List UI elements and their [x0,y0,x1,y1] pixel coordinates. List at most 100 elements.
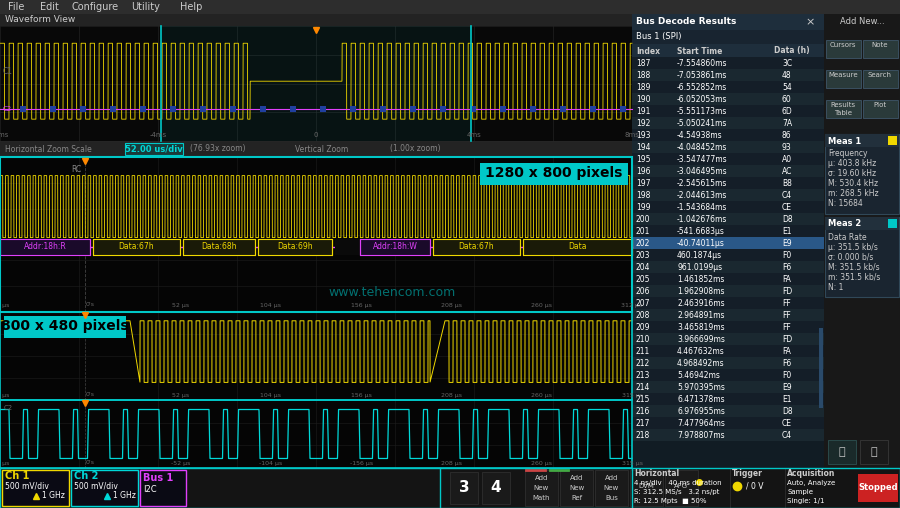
Text: -5.050241ms: -5.050241ms [677,118,727,128]
Bar [632,14,824,30]
Text: Ch 1: Ch 1 [5,471,30,481]
Text: Horizontal: Horizontal [634,468,680,478]
Bar [632,201,824,213]
Bar [632,285,824,297]
Text: ×: × [806,17,814,27]
Text: AC: AC [782,167,792,175]
Text: 191: 191 [636,107,651,115]
Text: Index: Index [636,47,660,55]
Bar [632,141,824,153]
Bar [0,468,900,508]
Text: 212: 212 [636,359,650,367]
Text: Frequency: Frequency [828,149,868,158]
Text: 210: 210 [636,334,651,343]
Bar [525,470,558,506]
Text: -4ms: -4ms [149,132,166,138]
Bar [826,70,861,88]
Text: 192: 192 [636,118,651,128]
Bar [410,106,416,112]
Text: 86: 86 [782,131,792,140]
Text: F6: F6 [782,359,791,367]
Text: 0: 0 [314,132,319,138]
Text: 156 μs: 156 μs [351,393,372,397]
Bar [828,440,856,464]
Text: 1280 x 800 pixels: 1280 x 800 pixels [485,166,623,180]
Bar [632,30,824,44]
Text: 500 mV/div: 500 mV/div [5,482,49,491]
Text: Add: Add [535,475,548,481]
Bar [632,213,824,225]
Text: -7.053861ms: -7.053861ms [677,71,727,79]
Bar [258,239,332,255]
Text: New: New [604,485,619,491]
Text: -104 μs: -104 μs [259,460,283,465]
Bar [632,237,824,249]
Text: Meas 2: Meas 2 [828,219,861,229]
Bar [0,14,632,26]
Bar [632,225,824,237]
Text: Add: Add [605,475,618,481]
Text: A0: A0 [782,154,792,164]
Text: Table: Table [834,110,852,116]
Bar [380,106,386,112]
Bar [360,239,430,255]
Text: σ: 0.000 b/s: σ: 0.000 b/s [828,252,873,262]
Text: 194: 194 [636,143,651,151]
Bar [433,239,520,255]
Bar [863,100,898,118]
Text: C2: C2 [3,106,12,112]
Text: 460.1874μs: 460.1874μs [677,250,722,260]
Text: -6.052053ms: -6.052053ms [677,94,727,104]
Text: F0: F0 [782,370,791,379]
Text: 3: 3 [459,481,469,495]
Text: / 0 V: / 0 V [746,482,763,491]
Text: Ch 2: Ch 2 [74,471,98,481]
Text: Search: Search [868,72,892,78]
Text: 🔍: 🔍 [839,447,845,457]
Bar [320,106,326,112]
Bar [863,40,898,58]
Text: CE: CE [782,203,792,211]
Bar [632,57,824,69]
Text: -2.545615ms: -2.545615ms [677,178,727,187]
Text: 52.00 us/div: 52.00 us/div [125,144,183,153]
Bar [125,143,183,155]
Bar [350,106,356,112]
Text: 208 μs: 208 μs [441,460,462,465]
Text: 52 μs: 52 μs [172,393,189,397]
Text: N: 15684: N: 15684 [828,200,863,208]
Text: 3.465819ms: 3.465819ms [677,323,724,332]
Text: 0's: 0's [86,393,94,397]
Text: 260 μs: 260 μs [531,460,553,465]
Text: Bus 1 (SPI): Bus 1 (SPI) [636,33,681,42]
Bar [620,106,626,112]
Bar [71,470,138,506]
Text: Data:69h: Data:69h [277,242,313,251]
Text: 3.966699ms: 3.966699ms [677,334,724,343]
Text: 203: 203 [636,250,651,260]
Bar [632,297,824,309]
Text: 206: 206 [636,287,651,296]
Text: 188: 188 [636,71,650,79]
Text: 104 μs: 104 μs [260,393,282,397]
Bar [335,239,360,255]
Bar [630,470,663,506]
Text: New: New [569,485,584,491]
Bar [632,405,824,417]
Text: Vertical Zoom: Vertical Zoom [295,144,348,153]
Bar [825,134,899,214]
Text: 961.0199μs: 961.0199μs [677,263,722,271]
Bar [523,239,632,255]
Bar [819,328,823,408]
Text: 4 ns/div   40 ms duration: 4 ns/div 40 ms duration [634,480,722,486]
Text: Bus: Bus [605,495,618,501]
Text: Cursors: Cursors [830,42,856,48]
Text: μ: 403.8 kHz: μ: 403.8 kHz [828,160,877,169]
Text: C4: C4 [782,190,792,200]
Text: -4.54938ms: -4.54938ms [677,131,723,140]
Text: Edit: Edit [40,2,58,12]
Bar [632,261,824,273]
Text: E9: E9 [782,238,792,247]
Text: 315 μs: 315 μs [622,393,643,397]
Bar [860,440,888,464]
